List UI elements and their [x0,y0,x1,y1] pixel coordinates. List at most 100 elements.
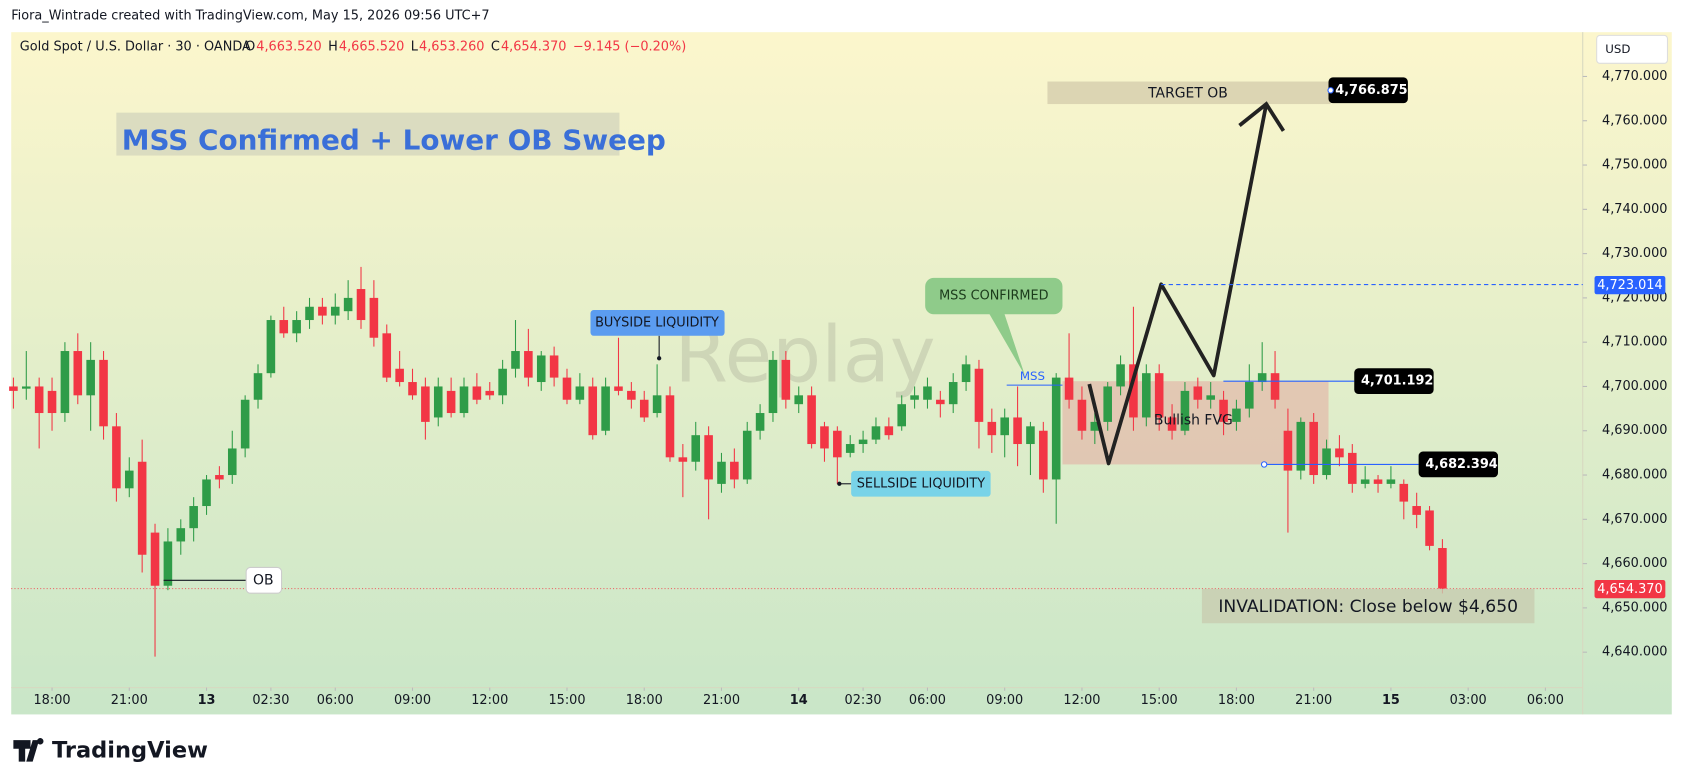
x-tick-label: 15:00 [1141,693,1178,708]
candle-body [1154,373,1164,418]
y-tick-label: 4,730.000 [1602,246,1667,261]
y-tick-label: 4,640.000 [1602,645,1667,660]
candle-body [1013,417,1022,445]
candle-body [1412,506,1421,515]
candle-body [1129,364,1138,418]
y-tick-label: 4,700.000 [1602,379,1667,394]
buyside-box [590,310,725,336]
x-tick-label: 15:00 [548,693,585,708]
anchor-dot [1327,87,1334,94]
candle-body [1335,448,1344,458]
candle-body [498,368,507,396]
candle-body [665,395,675,458]
x-tick-label: 09:00 [986,693,1023,708]
candle-body [330,306,340,316]
mss-label: MSS [1020,369,1045,383]
candle-body [1257,373,1267,383]
ob-label: OB [253,572,274,588]
candle-body [150,532,160,586]
candle-body [845,444,855,453]
candle-body [459,386,469,414]
candle-body [395,368,404,383]
candle-body [343,297,353,312]
projection-arrowhead [1238,101,1286,132]
invalidation-label: INVALIDATION: Close below $4,650 [1218,597,1518,617]
buyside-label: BUYSIDE LIQUIDITY [595,315,719,330]
candle-body [884,426,894,436]
price-box [1354,368,1434,395]
title-box [116,112,620,156]
legend-key: O [245,40,255,55]
target-ob-zone [1047,81,1331,105]
candle-body [163,541,173,586]
candle-body [137,461,147,555]
candle-body [433,386,443,418]
candle-body [266,320,276,374]
x-tick-label: 06:00 [909,693,946,708]
candle-body [1232,408,1241,422]
candle-body [47,390,57,414]
y-tick-label: 4,690.000 [1602,423,1667,438]
candle-body [60,351,70,414]
x-tick-label: 12:00 [1063,693,1100,708]
candle-body [639,399,649,418]
candle-body [215,475,224,480]
candle-body [227,448,237,476]
candle-body [858,439,868,445]
chart-title: MSS Confirmed + Lower OB Sweep [122,124,666,157]
price-box [1328,77,1408,104]
axis-price-tag [1594,275,1666,295]
fvg-label: Bullish FVG [1154,412,1233,428]
candle-body [987,421,997,436]
x-tick-label: 06:00 [317,693,354,708]
x-tick-label: 21:00 [1295,693,1332,708]
candle-body [936,399,945,405]
legend-value: 4,663.520 [256,40,321,55]
credit: Fiora_Wintrade created with TradingView.… [11,9,489,24]
x-tick-label: 02:30 [252,693,289,708]
currency: USD [1605,42,1630,56]
candle-body [820,426,829,449]
x-tick-label: 13 [198,693,216,708]
candle-body [1270,373,1280,400]
candle-body [34,386,44,414]
x-tick-label: 14 [790,693,808,708]
candle-body [923,386,932,400]
x-tick-label: 09:00 [394,693,431,708]
candle-body [1180,390,1190,431]
candle-body [1322,448,1331,476]
candle-body [485,390,495,396]
candle-body [1167,417,1177,431]
candle-body [652,395,662,414]
legend-key: C [491,40,500,55]
x-tick-label: 06:00 [1527,693,1564,708]
candle-body [318,306,327,316]
y-tick-label: 4,740.000 [1602,202,1667,217]
candle-body [99,359,108,427]
candle-body [112,426,121,489]
candle-body [601,386,610,431]
candle-body [961,364,971,383]
candle-body [1309,421,1318,476]
candle-body [691,435,701,462]
candle-body [86,359,95,396]
x-tick-label: 18:00 [626,693,663,708]
candle-body [897,404,907,427]
x-tick-label: 18:00 [1218,693,1255,708]
candle-body [292,320,301,334]
x-tick-label: 21:00 [111,693,148,708]
candle-body [730,461,739,480]
plot: 4,640.000 4,650.000 4,660.000 4,670.000 4,68… [9,69,1667,708]
candle-body [1026,426,1035,445]
candle-body [1090,421,1100,431]
candle-body [1077,399,1087,431]
candle-body [1103,386,1112,422]
price-box-label: 4,701.192 [1361,374,1433,389]
legend-value: 4,653.260 [419,40,484,55]
candle-body [1206,395,1215,400]
axis-price-tag-label: 4,723.014 [1597,278,1662,293]
price-box-label: 4,766.875 [1335,83,1407,98]
price-box [1418,451,1498,478]
target-label: TARGET OB [1147,85,1228,101]
sellside-label: SELLSIDE LIQUIDITY [857,476,986,491]
